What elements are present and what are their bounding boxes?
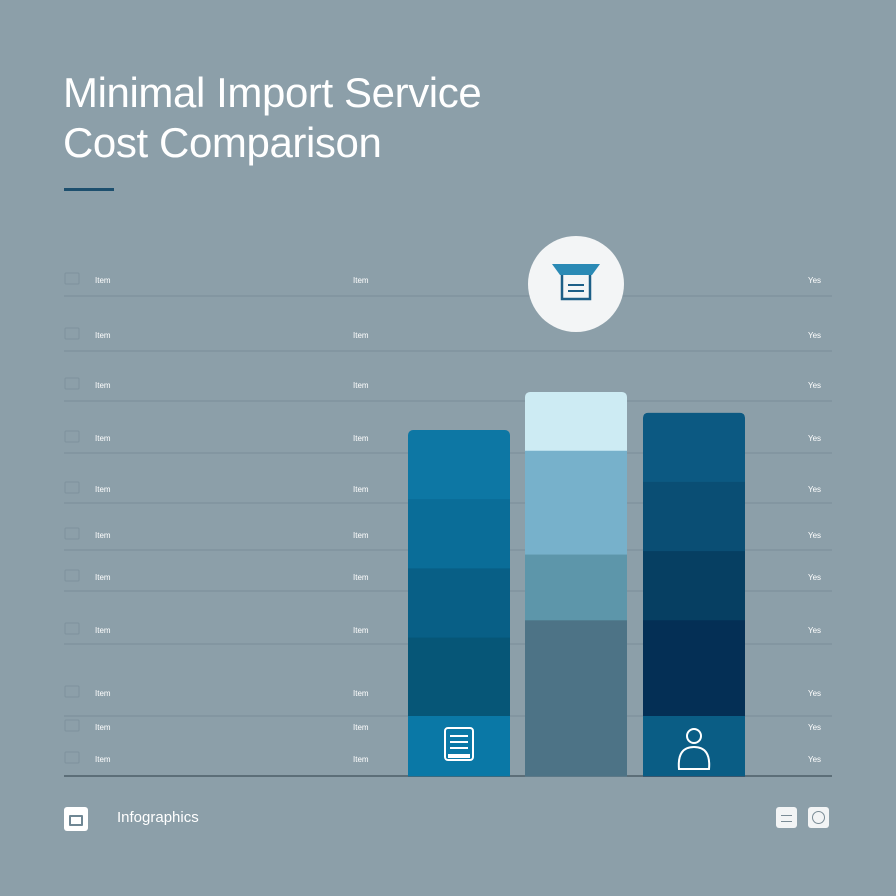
row-label-left: Item	[95, 755, 111, 764]
window-icon	[64, 807, 88, 831]
row-label-left: Item	[95, 689, 111, 698]
row-label-mid: Item	[353, 689, 369, 698]
title-accent-line	[64, 188, 114, 191]
row-label-left: Item	[95, 531, 111, 540]
bar-segment	[643, 412, 745, 483]
footer-label: Infographics	[117, 809, 199, 826]
row-label-right: Yes	[808, 381, 821, 390]
bar-segment	[408, 568, 510, 639]
menu-icon[interactable]	[776, 807, 797, 828]
bar-segment	[525, 620, 627, 777]
circle-icon[interactable]	[808, 807, 829, 828]
row-label-left: Item	[95, 626, 111, 635]
row-label-right: Yes	[808, 573, 821, 582]
row-label-left: Item	[95, 331, 111, 340]
row-icon	[64, 377, 80, 390]
row-icon	[64, 719, 80, 732]
row-label-mid: Item	[353, 485, 369, 494]
bar-1-icon-tile	[408, 716, 510, 776]
document-icon	[444, 727, 474, 761]
title-line-2: Cost Comparison	[63, 119, 382, 166]
row-icon	[64, 327, 80, 340]
row-label-right: Yes	[808, 689, 821, 698]
bar-segment	[525, 391, 627, 452]
row-label-left: Item	[95, 723, 111, 732]
row-icon	[64, 622, 80, 635]
row-label-mid: Item	[353, 434, 369, 443]
row-label-mid: Item	[353, 381, 369, 390]
bar-segment	[643, 551, 745, 621]
row-icon	[64, 569, 80, 582]
row-label-mid: Item	[353, 723, 369, 732]
row-label-right: Yes	[808, 434, 821, 443]
row-label-mid: Item	[353, 276, 369, 285]
bar-segment	[408, 499, 510, 569]
title-line-1: Minimal Import Service	[63, 69, 482, 116]
row-label-mid: Item	[353, 626, 369, 635]
row-label-right: Yes	[808, 723, 821, 732]
page-title: Minimal Import Service Cost Comparison	[63, 68, 623, 168]
row-label-mid: Item	[353, 755, 369, 764]
row-label-right: Yes	[808, 331, 821, 340]
row-label-left: Item	[95, 485, 111, 494]
row-label-mid: Item	[353, 331, 369, 340]
person-icon	[677, 728, 711, 770]
row-label-right: Yes	[808, 485, 821, 494]
row-label-left: Item	[95, 381, 111, 390]
bar-segment	[525, 450, 627, 556]
row-icon	[64, 481, 80, 494]
row-icon	[64, 527, 80, 540]
row-label-mid: Item	[353, 531, 369, 540]
row-label-right: Yes	[808, 755, 821, 764]
bar-segment	[408, 430, 510, 500]
row-label-right: Yes	[808, 276, 821, 285]
row-icon	[64, 751, 80, 764]
row-icon	[64, 272, 80, 285]
package-icon	[552, 264, 600, 301]
row-label-left: Item	[95, 434, 111, 443]
row-label-right: Yes	[808, 626, 821, 635]
bar-segment	[525, 554, 627, 621]
bar-2	[525, 391, 627, 777]
row-label-left: Item	[95, 573, 111, 582]
row-icon	[64, 685, 80, 698]
row-label-left: Item	[95, 276, 111, 285]
row-label-right: Yes	[808, 531, 821, 540]
row-icon	[64, 430, 80, 443]
row-label-mid: Item	[353, 573, 369, 582]
bar-segment	[643, 481, 745, 552]
